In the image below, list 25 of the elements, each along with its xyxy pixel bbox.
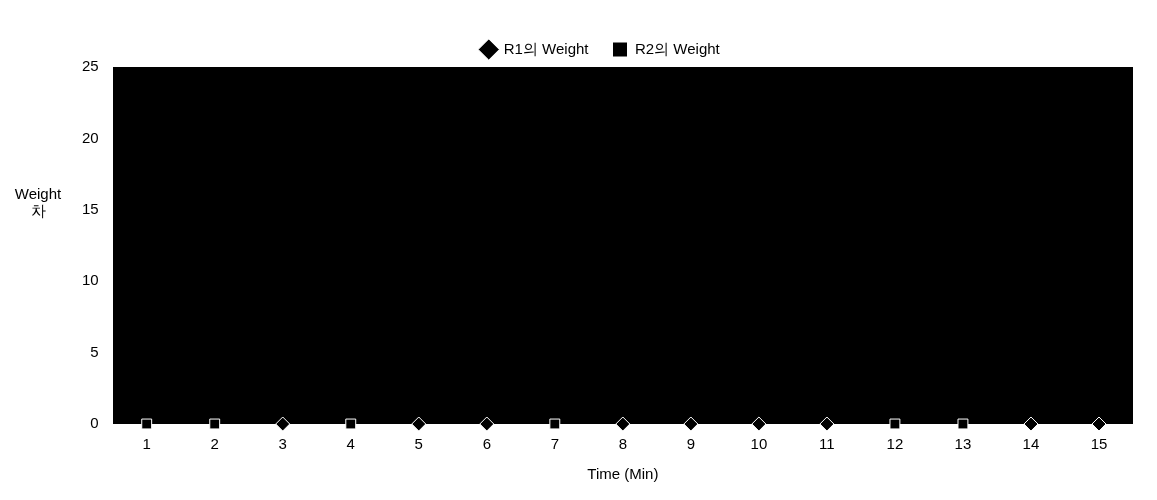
y-tick-label: 0 bbox=[90, 414, 99, 432]
x-tick-label: 3 bbox=[278, 435, 287, 453]
x-tick-label: 8 bbox=[618, 435, 628, 453]
x-tick-label: 11 bbox=[819, 435, 835, 453]
x-tick-label: 12 bbox=[886, 435, 904, 453]
x-tick-label: 9 bbox=[686, 435, 696, 453]
legend-label: R1의 Weight bbox=[503, 39, 590, 57]
x-tick-label: 14 bbox=[1022, 435, 1040, 453]
x-tick-label: 13 bbox=[954, 435, 972, 453]
y-tick-label: 5 bbox=[90, 342, 99, 360]
legend-label: R2의 Weight bbox=[635, 39, 721, 57]
x-tick-label: 15 bbox=[1090, 435, 1108, 453]
y-tick-label: 20 bbox=[82, 128, 99, 146]
x-tick-label: 7 bbox=[550, 435, 559, 453]
x-axis-title: Time (Min) bbox=[587, 465, 659, 483]
x-tick-label: 4 bbox=[346, 435, 355, 453]
y-tick-label: 15 bbox=[82, 199, 99, 217]
x-tick-label: 10 bbox=[750, 435, 768, 453]
x-tick-label: 5 bbox=[414, 435, 423, 453]
x-tick-label: 1 bbox=[142, 435, 151, 453]
y-axis-title: Weight 차 bbox=[13, 185, 63, 221]
x-tick-label: 6 bbox=[482, 435, 491, 453]
x-tick-label: 2 bbox=[210, 435, 219, 453]
y-tick-label: 25 bbox=[82, 57, 99, 75]
y-tick-label: 10 bbox=[82, 271, 99, 289]
